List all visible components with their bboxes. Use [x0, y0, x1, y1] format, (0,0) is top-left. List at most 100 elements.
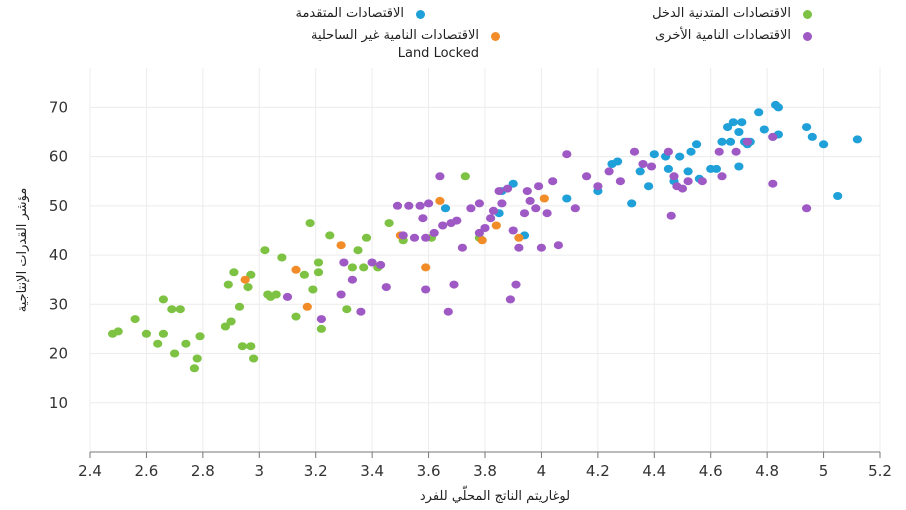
data-point-other[interactable] — [531, 204, 541, 213]
data-point-other[interactable] — [449, 280, 459, 289]
data-point-other[interactable] — [511, 280, 521, 289]
data-point-landlocked[interactable] — [291, 265, 301, 274]
data-point-other[interactable] — [347, 275, 357, 284]
legend-item-advanced[interactable]: الاقتصادات المتقدمة — [235, 5, 425, 23]
data-point-lowincome[interactable] — [291, 312, 301, 321]
data-point-other[interactable] — [486, 214, 496, 223]
data-point-other[interactable] — [562, 150, 572, 159]
data-point-other[interactable] — [508, 226, 518, 235]
data-point-lowincome[interactable] — [271, 290, 281, 299]
data-point-other[interactable] — [683, 177, 693, 186]
data-point-advanced[interactable] — [807, 132, 817, 141]
data-point-landlocked[interactable] — [539, 194, 549, 203]
data-point-other[interactable] — [677, 184, 688, 193]
data-point-lowincome[interactable] — [243, 283, 253, 292]
data-point-other[interactable] — [418, 214, 428, 223]
data-point-other[interactable] — [421, 233, 431, 242]
data-point-advanced[interactable] — [734, 128, 744, 136]
data-point-advanced[interactable] — [754, 108, 764, 117]
data-point-lowincome[interactable] — [249, 354, 259, 363]
data-point-advanced[interactable] — [819, 140, 829, 149]
data-point-other[interactable] — [505, 295, 515, 304]
data-point-lowincome[interactable] — [226, 317, 236, 326]
data-point-landlocked[interactable] — [514, 233, 524, 242]
data-point-lowincome[interactable] — [170, 349, 180, 358]
data-point-other[interactable] — [424, 199, 434, 208]
legend-item-landlocked[interactable]: الاقتصادات النامية غير الساحلية Land Loc… — [235, 27, 500, 63]
data-point-lowincome[interactable] — [460, 172, 470, 181]
data-point-other[interactable] — [494, 187, 504, 196]
data-point-lowincome[interactable] — [181, 339, 191, 348]
data-point-lowincome[interactable] — [361, 233, 372, 242]
data-point-advanced[interactable] — [675, 152, 685, 161]
data-point-other[interactable] — [663, 147, 674, 156]
data-point-landlocked[interactable] — [421, 263, 431, 272]
data-point-advanced[interactable] — [725, 137, 736, 146]
data-point-lowincome[interactable] — [220, 322, 230, 331]
data-point-landlocked[interactable] — [336, 241, 346, 250]
data-point-advanced[interactable] — [649, 150, 659, 159]
data-point-other[interactable] — [522, 187, 532, 196]
data-point-other[interactable] — [514, 243, 524, 252]
data-point-lowincome[interactable] — [130, 315, 140, 324]
data-point-other[interactable] — [398, 231, 408, 240]
data-point-other[interactable] — [604, 167, 614, 176]
data-point-lowincome[interactable] — [384, 219, 394, 228]
data-point-advanced[interactable] — [627, 199, 637, 208]
data-point-other[interactable] — [452, 216, 462, 225]
data-point-other[interactable] — [497, 199, 507, 208]
data-point-other[interactable] — [438, 221, 448, 230]
data-point-lowincome[interactable] — [342, 305, 352, 314]
data-point-lowincome[interactable] — [223, 280, 233, 289]
data-point-other[interactable] — [282, 292, 293, 301]
data-point-advanced[interactable] — [717, 137, 727, 146]
data-point-lowincome[interactable] — [313, 268, 324, 277]
data-point-other[interactable] — [669, 172, 679, 181]
data-point-other[interactable] — [367, 258, 377, 267]
data-point-other[interactable] — [336, 290, 346, 299]
data-point-lowincome[interactable] — [192, 354, 202, 363]
data-point-advanced[interactable] — [686, 147, 696, 156]
data-point-other[interactable] — [503, 184, 513, 193]
data-point-other[interactable] — [615, 177, 626, 186]
data-point-other[interactable] — [536, 243, 547, 252]
data-point-other[interactable] — [768, 179, 778, 188]
data-point-other[interactable] — [638, 160, 648, 168]
data-point-other[interactable] — [697, 177, 707, 186]
data-point-other[interactable] — [542, 209, 552, 218]
data-point-advanced[interactable] — [663, 164, 674, 173]
data-point-advanced[interactable] — [728, 118, 738, 127]
data-point-other[interactable] — [731, 147, 741, 156]
data-point-lowincome[interactable] — [313, 258, 324, 267]
data-point-advanced[interactable] — [683, 167, 693, 176]
data-point-advanced[interactable] — [440, 204, 451, 213]
data-point-lowincome[interactable] — [175, 305, 185, 314]
data-point-other[interactable] — [480, 224, 490, 232]
data-point-lowincome[interactable] — [234, 302, 245, 311]
data-point-landlocked[interactable] — [302, 302, 312, 311]
data-point-lowincome[interactable] — [158, 329, 168, 338]
data-point-lowincome[interactable] — [260, 246, 270, 255]
data-point-lowincome[interactable] — [299, 270, 309, 279]
data-point-advanced[interactable] — [613, 157, 623, 166]
data-point-other[interactable] — [534, 182, 544, 191]
data-point-lowincome[interactable] — [141, 329, 151, 338]
data-point-lowincome[interactable] — [246, 270, 256, 279]
data-point-other[interactable] — [429, 228, 439, 237]
data-point-other[interactable] — [409, 233, 420, 242]
data-point-other[interactable] — [519, 209, 530, 218]
data-point-advanced[interactable] — [759, 125, 769, 134]
data-point-other[interactable] — [421, 285, 431, 294]
data-point-other[interactable] — [415, 201, 425, 210]
data-point-advanced[interactable] — [773, 103, 784, 112]
data-point-lowincome[interactable] — [347, 263, 357, 272]
data-point-lowincome[interactable] — [325, 231, 335, 240]
data-point-advanced[interactable] — [635, 167, 645, 176]
data-point-other[interactable] — [593, 182, 603, 191]
data-point-other[interactable] — [392, 201, 403, 210]
data-point-lowincome[interactable] — [237, 342, 247, 351]
data-point-lowincome[interactable] — [229, 268, 239, 277]
data-point-lowincome[interactable] — [153, 339, 163, 348]
data-point-advanced[interactable] — [723, 123, 733, 132]
data-point-landlocked[interactable] — [477, 236, 487, 245]
